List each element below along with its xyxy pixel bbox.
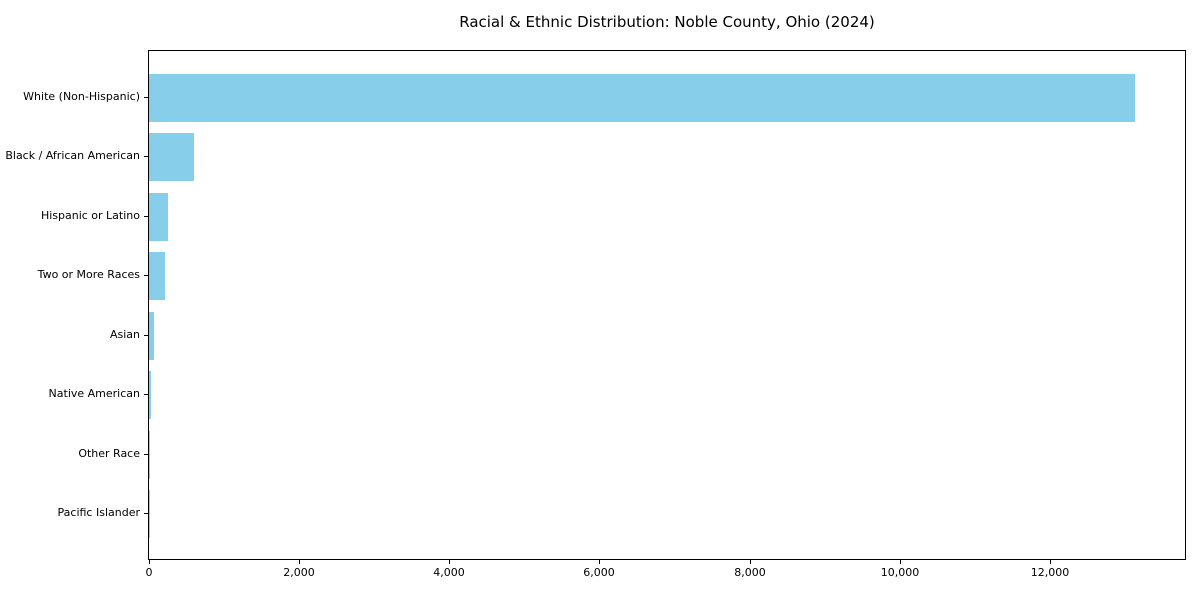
x-tick-label: 2,000 <box>283 566 315 579</box>
y-tick-label: Native American <box>48 387 140 400</box>
y-tick-mark <box>144 513 148 514</box>
y-tick-mark <box>144 97 148 98</box>
y-tick-label: White (Non-Hispanic) <box>23 90 140 103</box>
chart-title: Racial & Ethnic Distribution: Noble Coun… <box>459 13 875 31</box>
y-tick-label: Black / African American <box>5 149 140 162</box>
x-tick-mark <box>900 560 901 564</box>
x-tick-mark <box>750 560 751 564</box>
y-tick-mark <box>144 216 148 217</box>
bar-native-american <box>149 371 151 419</box>
x-tick-label: 4,000 <box>433 566 465 579</box>
bar-black-african-american <box>149 133 194 181</box>
y-tick-mark <box>144 454 148 455</box>
y-tick-label: Two or More Races <box>37 268 140 281</box>
bar-two-or-more-races <box>149 252 165 300</box>
y-tick-label: Hispanic or Latino <box>40 209 140 222</box>
x-tick-label: 8,000 <box>734 566 766 579</box>
x-tick-label: 10,000 <box>880 566 920 579</box>
plot-area <box>148 50 1186 560</box>
y-tick-label: Other Race <box>78 447 140 460</box>
x-tick-mark <box>449 560 450 564</box>
y-tick-mark <box>144 275 148 276</box>
x-tick-mark <box>299 560 300 564</box>
x-tick-mark <box>599 560 600 564</box>
x-tick-label: 6,000 <box>583 566 615 579</box>
y-tick-mark <box>144 394 148 395</box>
bar-white-non-hispanic <box>149 74 1136 122</box>
x-tick-mark <box>1050 560 1051 564</box>
y-tick-mark <box>144 156 148 157</box>
bar-other-race <box>149 431 150 479</box>
y-tick-label: Asian <box>109 328 140 341</box>
x-tick-label: 12,000 <box>1030 566 1070 579</box>
x-tick-label: 0 <box>145 566 153 579</box>
x-tick-mark <box>149 560 150 564</box>
y-tick-mark <box>144 335 148 336</box>
bar-asian <box>149 312 155 360</box>
bar-hispanic-or-latino <box>149 193 169 241</box>
y-tick-label: Pacific Islander <box>57 506 140 519</box>
